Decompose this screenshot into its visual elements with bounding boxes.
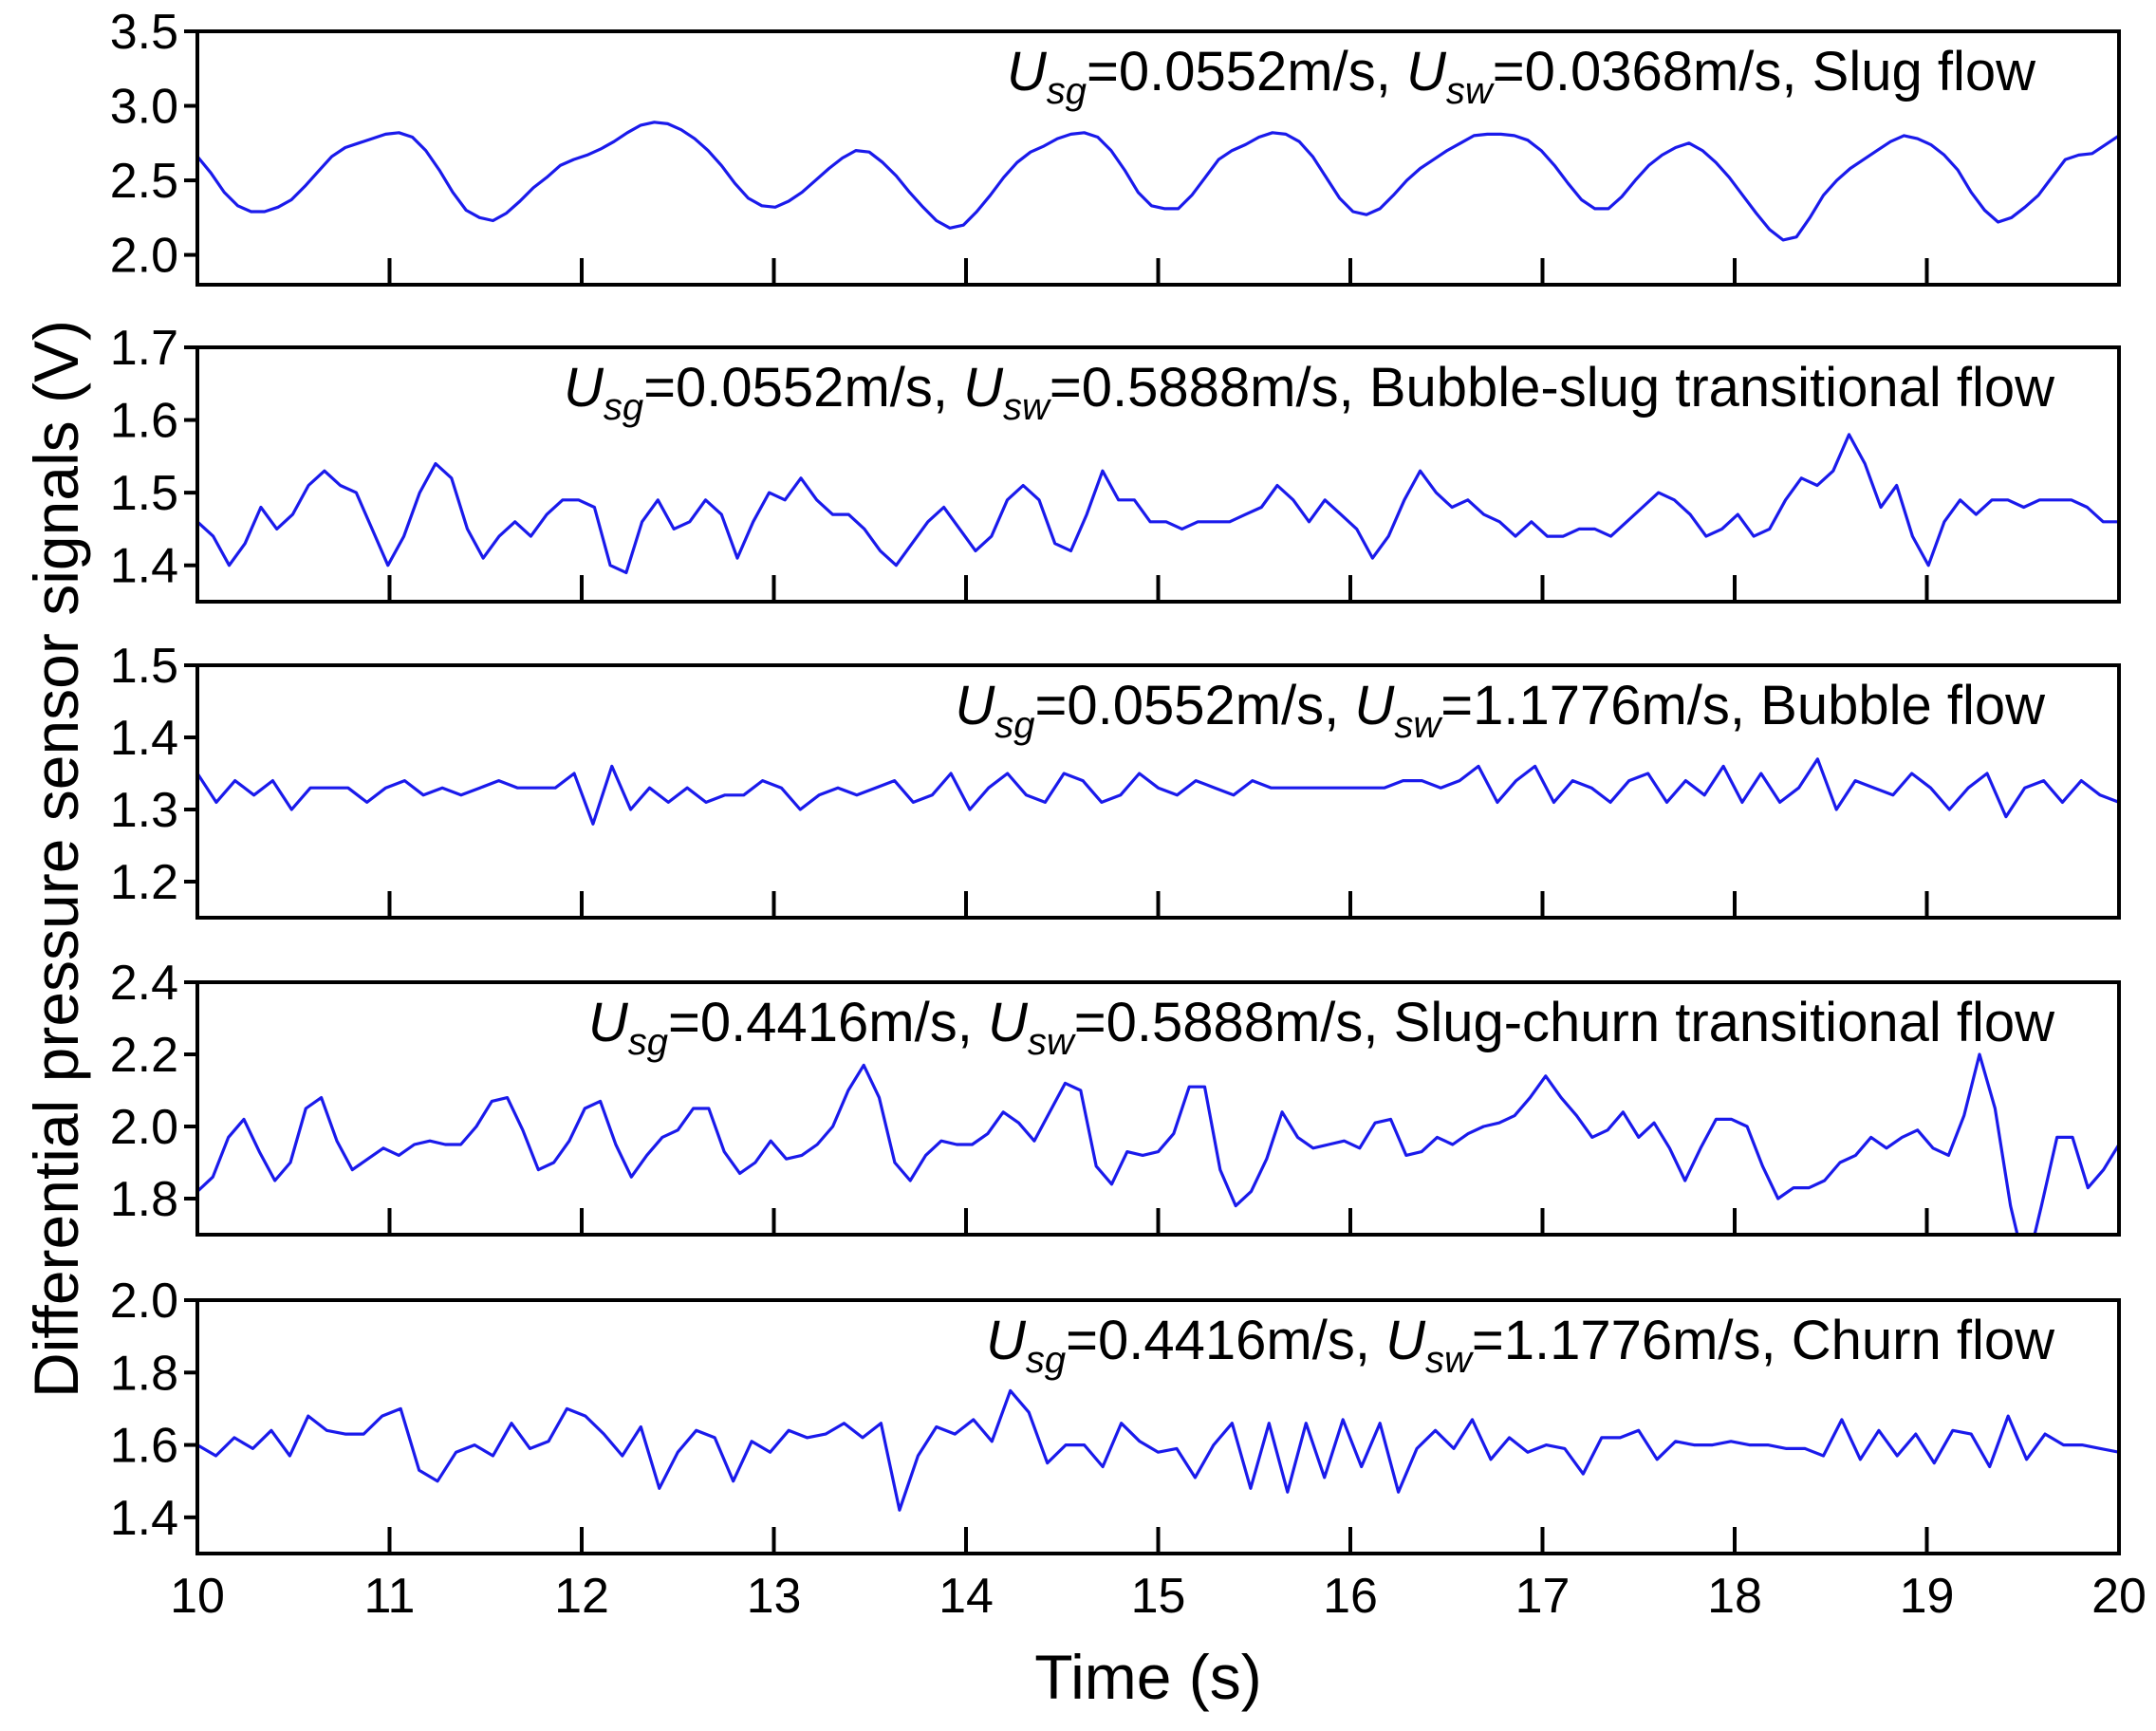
y-tick-label: 1.6 xyxy=(110,394,178,449)
series-line-4 xyxy=(197,1052,2119,1235)
y-tick-label: 1.8 xyxy=(110,1346,178,1401)
y-tick-label: 2.4 xyxy=(110,956,178,1011)
panel-annotation-5: Usg=0.4416m/s, Usw=1.1776m/s, Churn flow xyxy=(986,1310,2055,1381)
series-line-2 xyxy=(197,433,2119,575)
x-tick-label: 16 xyxy=(1323,1569,1378,1624)
y-axis-label: Differential pressure sensor signals (V) xyxy=(21,320,91,1398)
x-axis-label: Time (s) xyxy=(1034,1642,1262,1712)
x-tick-label: 14 xyxy=(939,1569,994,1624)
x-tick-label: 15 xyxy=(1131,1569,1186,1624)
panel-4: 1.8 2.0 2.2 2.4 Usg=0.4416m/s, Usw=0.5888m/s… xyxy=(110,956,2121,1237)
x-tick-label: 20 xyxy=(2091,1569,2147,1624)
series-line-3 xyxy=(197,757,2119,826)
y-tick-label: 1.8 xyxy=(110,1172,178,1227)
panel-2: 1.4 1.5 1.6 1.7 Usg=0.0552m/s, Usw=0.5888m/s… xyxy=(110,321,2121,604)
panel-annotation-1: Usg=0.0552m/s, Usw=0.0368m/s, Slug flow xyxy=(1007,41,2036,112)
panel-5: 1.4 1.6 1.8 2.0 Usg=0.4416m/s, Usw=1.1776m/s… xyxy=(110,1274,2121,1555)
y-tick-label: 2.0 xyxy=(110,1100,178,1155)
y-tick-label: 1.7 xyxy=(110,321,178,376)
x-tick-label: 18 xyxy=(1707,1569,1762,1624)
y-tick-label: 1.3 xyxy=(110,783,178,838)
y-tick-label: 2.0 xyxy=(110,229,178,284)
y-tick-label: 1.4 xyxy=(110,539,178,594)
panel-1: 2.0 2.5 3.0 3.5 Usg=0.0552m/s, Usw=0.0368m/s… xyxy=(110,5,2121,287)
y-tick-label: 3.5 xyxy=(110,5,178,60)
y-tick-label: 2.0 xyxy=(110,1274,178,1329)
y-tick-label: 2.2 xyxy=(110,1028,178,1083)
panel-annotation-2: Usg=0.0552m/s, Usw=0.5888m/s, Bubble-slu… xyxy=(564,357,2055,428)
panel-annotation-4: Usg=0.4416m/s, Usw=0.5888m/s, Slug-churn… xyxy=(588,992,2055,1063)
panel-annotation-3: Usg=0.0552m/s, Usw=1.1776m/s, Bubble flo… xyxy=(955,675,2046,746)
panel-3: 1.2 1.3 1.4 1.5 Usg=0.0552m/s, Usw=1.1776m/s… xyxy=(110,639,2121,920)
series-line-1 xyxy=(197,121,2119,242)
y-tick-label: 3.0 xyxy=(110,80,178,135)
y-tick-label: 1.2 xyxy=(110,855,178,910)
y-tick-label: 1.5 xyxy=(110,639,178,694)
x-tick-label: 17 xyxy=(1515,1569,1571,1624)
series-line-5 xyxy=(197,1388,2119,1512)
y-tick-label: 1.4 xyxy=(110,1491,178,1546)
panels: 2.0 2.5 3.0 3.5 Usg=0.0552m/s, Usw=0.0368m/s… xyxy=(110,5,2121,1555)
y-tick-label: 1.4 xyxy=(110,711,178,766)
x-tick-label: 10 xyxy=(170,1569,225,1624)
x-tick-label: 19 xyxy=(1900,1569,1955,1624)
x-tick-label: 12 xyxy=(554,1569,609,1624)
y-tick-label: 2.5 xyxy=(110,154,178,209)
y-tick-label: 1.5 xyxy=(110,466,178,521)
y-tick-label: 1.6 xyxy=(110,1419,178,1474)
x-tick-labels: 10 11 12 13 14 15 16 17 18 19 20 xyxy=(170,1569,2147,1624)
x-tick-label: 13 xyxy=(747,1569,802,1624)
x-tick-label: 11 xyxy=(364,1569,416,1624)
